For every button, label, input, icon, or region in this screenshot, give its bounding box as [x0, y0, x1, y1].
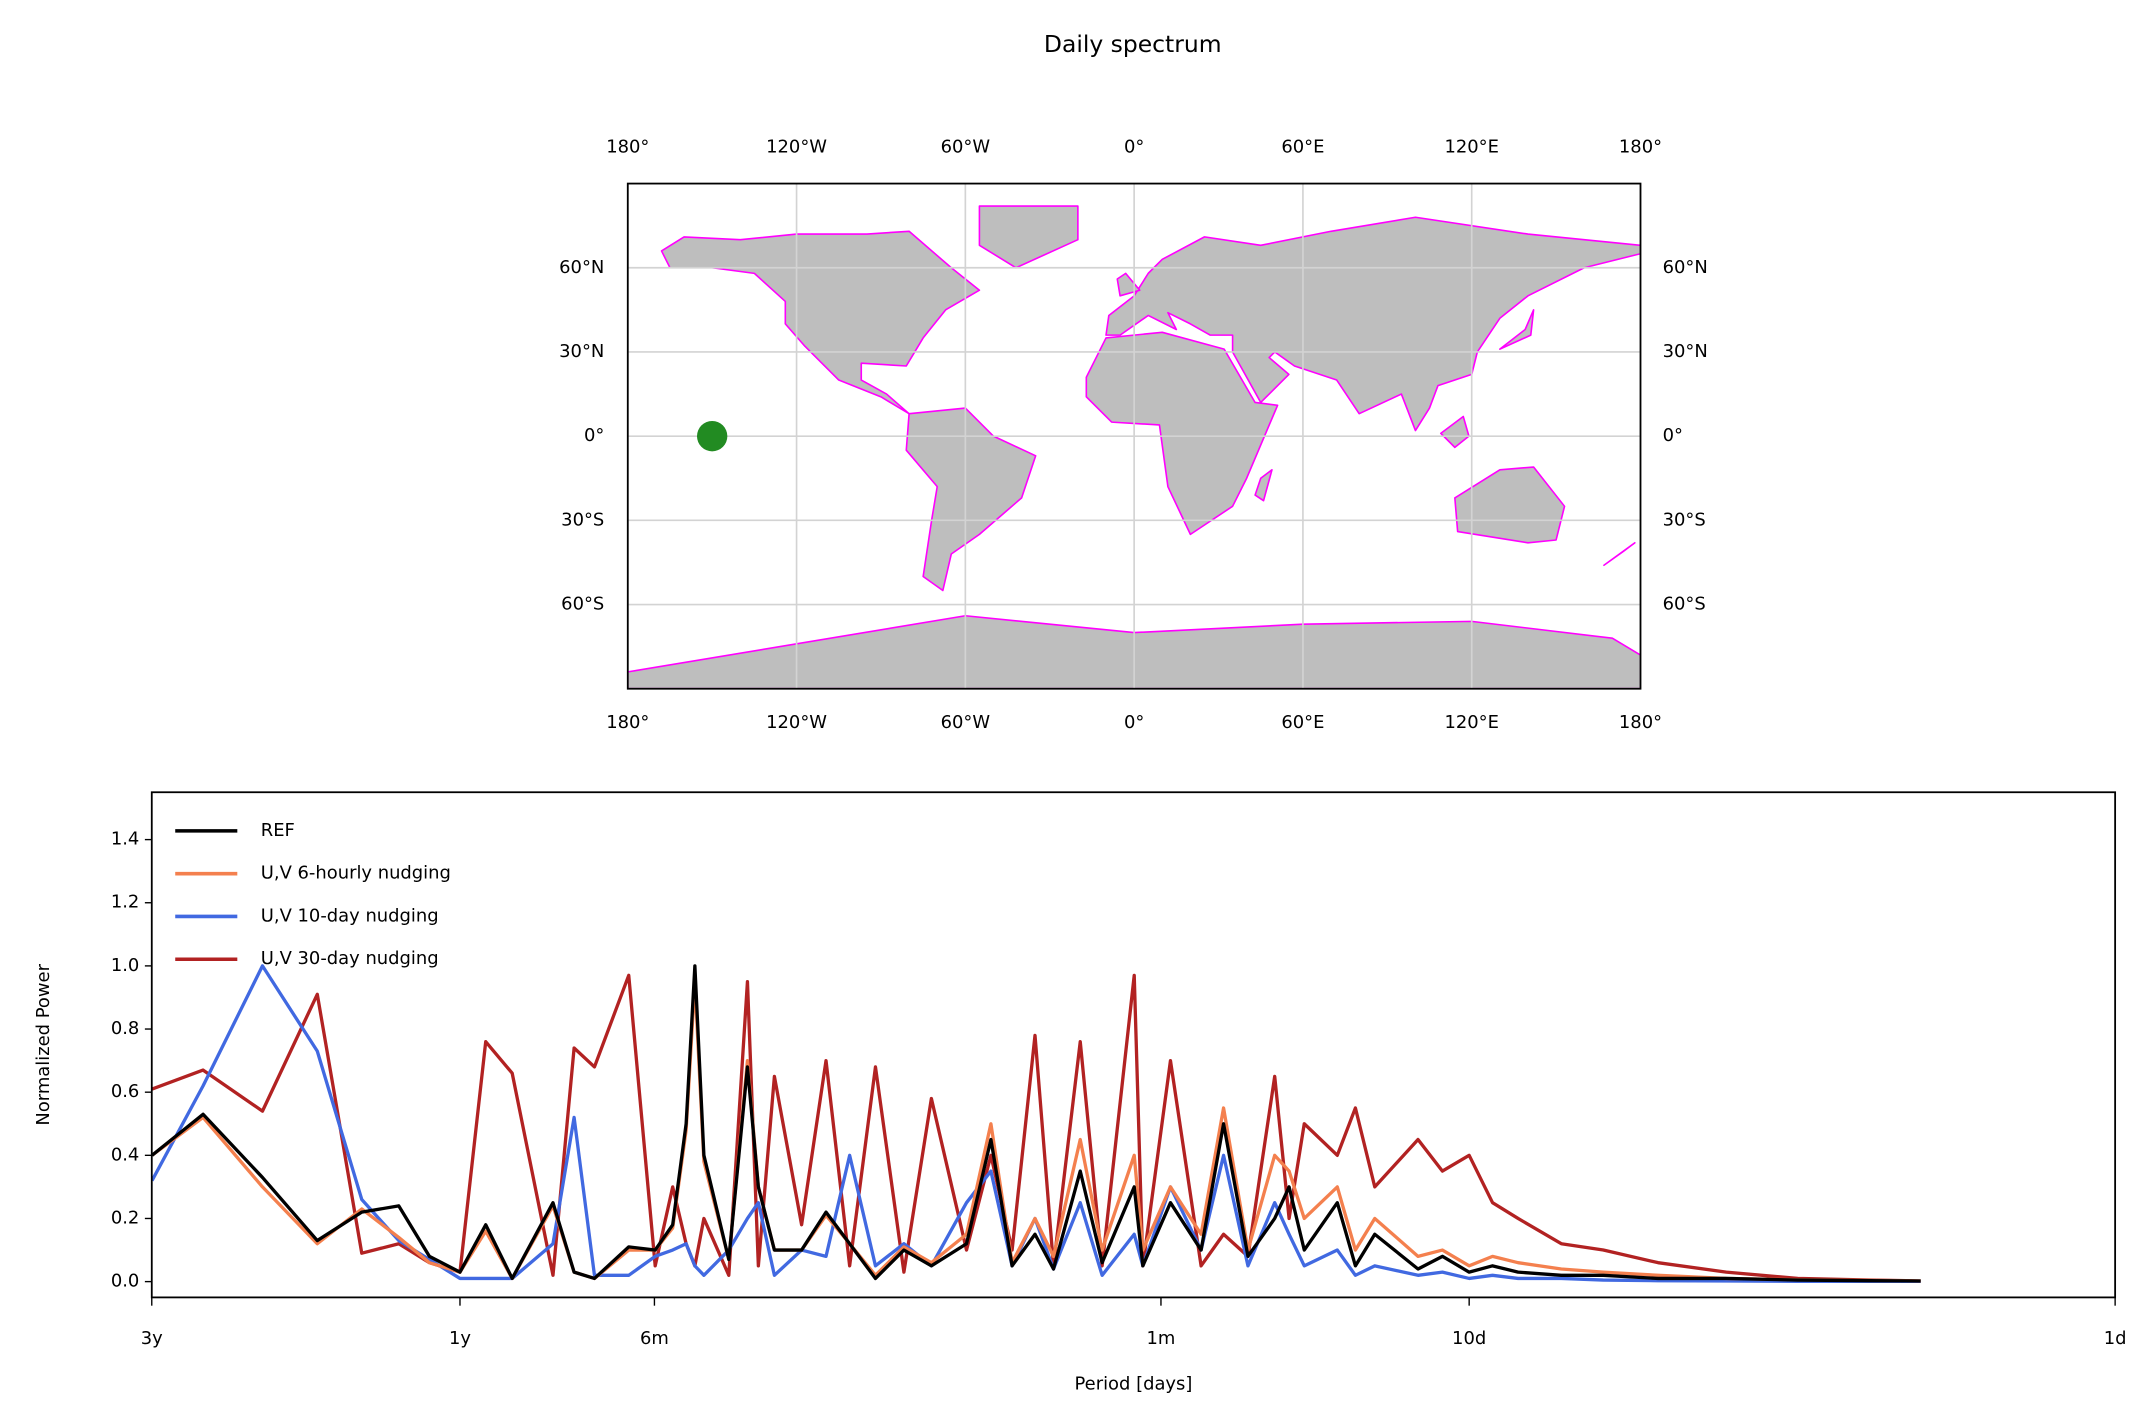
x-axis-label: Period [days] — [1075, 1373, 1193, 1394]
y-tick-label: 60°N — [1663, 257, 1708, 278]
map-overlay: 180° 180° 120°W 120°W 60°W 60°W 0° 0° 60°E 60°E 12… — [559, 137, 1708, 734]
x-tick-label: 180° — [1619, 137, 1662, 158]
y-tick-label: 30°S — [561, 509, 604, 530]
x-tick-label: 1y — [449, 1328, 471, 1349]
series-line — [151, 973, 1921, 1283]
x-tick-label: 1m — [1147, 1328, 1176, 1349]
y-tick-label: 0.4 — [111, 1144, 140, 1165]
spectrum-plot: 0.0 0.2 0.4 0.6 0.8 1.0 1.2 1.4 3y 1y 6m 1m 10d 1d REF… — [33, 791, 2127, 1394]
plot-frame — [150, 791, 2117, 1299]
continent — [662, 231, 980, 413]
x-tick-label: 120°W — [766, 137, 827, 158]
island — [1604, 543, 1635, 565]
y-tick-label: 0.2 — [111, 1207, 140, 1228]
y-tick-label: 1.2 — [111, 892, 140, 913]
island — [1500, 310, 1534, 349]
x-tick-label: 180° — [1619, 712, 1662, 733]
x-tick-label: 6m — [640, 1328, 669, 1349]
figure-title: Daily spectrum — [1044, 30, 1222, 58]
y-tick-label: 0° — [584, 425, 604, 446]
x-tick-label: 180° — [606, 712, 649, 733]
y-tick-label: 60°S — [561, 594, 604, 615]
y-tick-label: 0° — [1663, 425, 1683, 446]
x-tick-label: 120°E — [1444, 137, 1498, 158]
legend-label: U,V 30-day nudging — [261, 948, 439, 969]
continent — [1455, 467, 1565, 543]
y-tick-label: 60°S — [1663, 594, 1706, 615]
legend-label: U,V 6-hourly nudging — [261, 863, 451, 884]
y-tick-label: 0.6 — [111, 1081, 140, 1102]
map-frame — [626, 182, 1642, 690]
x-tick-label: 60°W — [941, 712, 991, 733]
y-tick-label: 30°N — [559, 341, 604, 362]
y-tick-label: 60°N — [559, 257, 604, 278]
x-tick-label: 0° — [1124, 137, 1144, 158]
series-line — [151, 964, 1921, 1283]
legend-label: U,V 10-day nudging — [261, 905, 439, 926]
y-tick-label: 0.0 — [111, 1271, 140, 1292]
x-tick-label: 120°E — [1444, 712, 1498, 733]
x-tick-label: 60°W — [941, 137, 991, 158]
y-tick-label: 0.8 — [111, 1018, 140, 1039]
x-tick-label: 1d — [2104, 1328, 2127, 1349]
x-tick-label: 3y — [141, 1328, 163, 1349]
location-marker — [696, 420, 728, 452]
legend-label: REF — [261, 820, 295, 841]
y-tick-label: 30°S — [1663, 509, 1706, 530]
x-tick-label: 120°W — [766, 712, 827, 733]
continent — [1106, 217, 1641, 430]
y-axis-label: Normalized Power — [33, 963, 54, 1125]
x-tick-label: 180° — [606, 137, 649, 158]
x-tick-label: 10d — [1452, 1328, 1486, 1349]
x-tick-label: 0° — [1124, 712, 1144, 733]
continent — [979, 206, 1077, 268]
y-tick-label: 1.4 — [111, 829, 140, 850]
y-tick-label: 30°N — [1663, 341, 1708, 362]
y-tick-label: 1.0 — [111, 955, 140, 976]
island — [1255, 470, 1272, 501]
x-tick-label: 60°E — [1281, 712, 1324, 733]
x-tick-label: 60°E — [1281, 137, 1324, 158]
